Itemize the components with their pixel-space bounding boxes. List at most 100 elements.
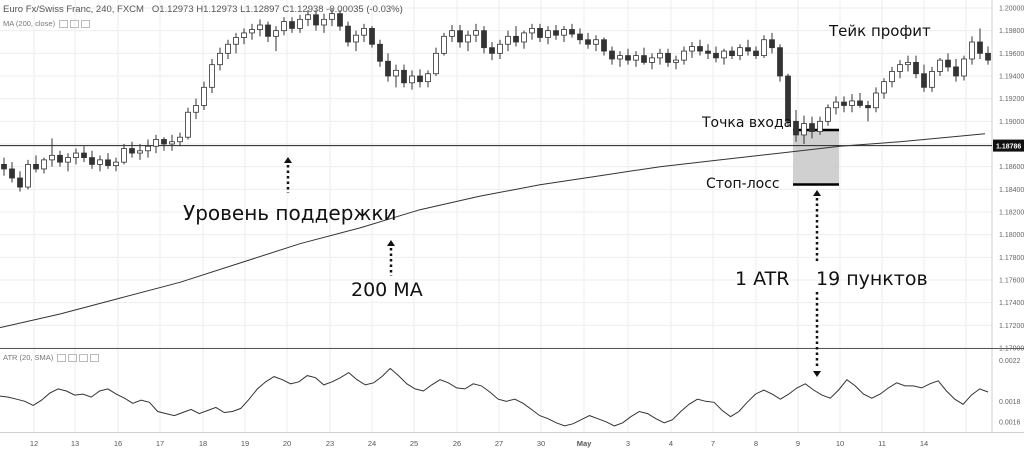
x-tick-label: May [577,439,592,448]
ma-arrow-head [387,240,395,246]
price-marker-bg [993,139,1024,152]
candle-body [561,29,567,36]
candle-body [625,55,631,61]
candle-body [321,18,327,26]
x-tick-label: 13 [71,439,79,448]
candle-body [353,34,359,43]
candle-body [673,59,679,63]
candle-body [793,120,799,136]
eye-icon[interactable] [57,354,67,363]
candle-body [161,139,167,145]
candle-body [73,152,79,158]
close-icon[interactable] [79,354,89,363]
pips-label: 19 пунктов [816,268,928,290]
candle-body [25,163,31,188]
candle-body [489,47,495,54]
candle-body [641,55,647,63]
symbol-label: Euro Fx/Swiss Franc, 240, FXCM [3,4,144,15]
candle-body [209,64,215,88]
ma-legend-label: MA (200, close) [3,19,56,28]
candle-body [721,50,727,59]
risk-zone [793,130,839,184]
gear-icon[interactable] [68,354,78,363]
candle-body [897,64,903,72]
candle-body [953,66,959,77]
y-tick-label: 1.18000 [999,232,1024,239]
atr-line [0,367,989,427]
candle-body [225,43,231,54]
candle-body [41,159,47,170]
x-tick-label: 10 [836,439,844,448]
candle-body [577,33,583,41]
candle-body [593,39,599,45]
candle-body [521,32,527,43]
candle-body [713,52,719,59]
candle-body [433,52,439,75]
candle-body [817,120,823,132]
x-tick-label: 27 [495,439,503,448]
atr-legend: ATR (20, SMA) [3,353,100,363]
candle-body [97,159,103,165]
candle-body [937,59,943,72]
y-tick-label: 1.19000 [999,119,1024,126]
ma-200-label: 200 MA [351,279,423,301]
candle-body [385,60,391,77]
atr-arrow-head [813,371,821,377]
close-icon[interactable] [81,20,91,29]
candle-body [169,141,175,145]
y-tick-label: 1.17200 [999,323,1024,330]
y-tick-label: 1.20000 [999,6,1024,13]
y-tick-label: 1.18200 [999,210,1024,217]
x-tick-label: 3 [626,439,630,448]
candle-body [737,47,743,57]
candle-body [601,39,607,52]
candle-body [761,39,767,57]
candle-body [753,50,759,56]
take-profit-label: Тейк профит [829,22,931,40]
candle-body [273,30,279,37]
candle-body [289,21,295,29]
candle-body [929,71,935,88]
candle-body [329,13,335,20]
more-icon[interactable] [90,354,100,363]
candle-body [217,52,223,66]
candle-body [377,43,383,62]
candle-body [313,14,319,26]
atr-legend-label: ATR (20, SMA) [3,353,54,362]
entry-point-label: Точка входа [702,115,793,131]
candle-body [809,123,815,132]
x-tick-label: 16 [114,439,122,448]
candle-body [113,161,119,166]
candle-body [153,139,159,147]
candle-body [473,30,479,36]
candle-body [537,27,543,38]
x-tick-label: 30 [537,439,545,448]
candle-body [873,92,879,109]
candle-body [89,157,95,165]
candle-body [697,46,703,52]
gear-icon[interactable] [70,20,80,29]
candle-body [337,13,343,27]
candle-body [425,73,431,83]
stop-arrow-head [813,190,821,196]
candle-body [881,81,887,94]
eye-icon[interactable] [59,20,69,29]
candle-body [9,168,15,179]
candle-body [833,101,839,109]
x-tick-label: 23 [326,439,334,448]
grid-lines [0,0,992,432]
candle-body [33,163,39,170]
candle-body [369,27,375,45]
candle-body [985,52,991,61]
candle-body [233,37,239,45]
y-tick-label: 1.18400 [999,187,1024,194]
y-tick-label: 1.19200 [999,96,1024,103]
candle-body [185,111,191,138]
candle-body [81,152,87,158]
chart-legend-main: Euro Fx/Swiss Franc, 240, FXCM O1.12973 … [3,4,403,15]
candle-body [361,27,367,36]
candle-body [857,100,863,106]
atr-y-tick-label: 0.0018 [999,399,1021,406]
candle-body [841,101,847,106]
